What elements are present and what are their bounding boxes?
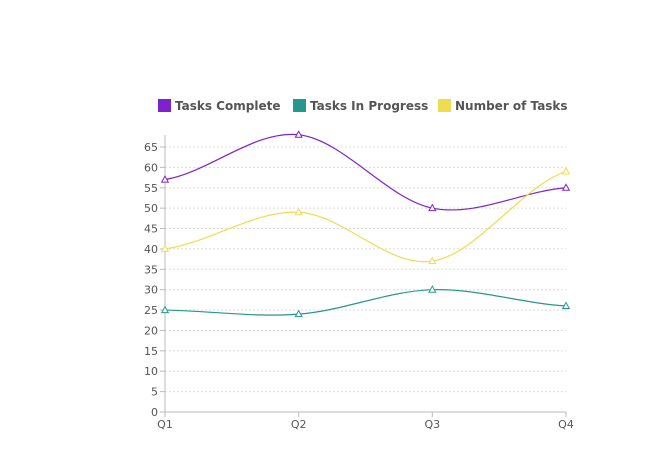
x-tick-label: Q3	[424, 418, 440, 431]
y-tick-label: 20	[144, 324, 158, 337]
y-tick-label: 10	[144, 365, 158, 378]
data-point	[294, 207, 303, 216]
legend-item-tasks-complete: Tasks Complete	[158, 99, 280, 113]
series-tasks-in-progress	[160, 285, 571, 318]
x-axis: Q1 Q2 Q3 Q4	[157, 411, 574, 431]
legend-swatch	[438, 99, 451, 112]
y-tick-label: 55	[144, 182, 158, 195]
series-line	[164, 289, 567, 316]
legend-label: Tasks In Progress	[310, 99, 428, 113]
y-axis: 0 5 10 15 20 25 30 35 40 45 50 55 60 65	[144, 135, 166, 419]
data-point	[294, 130, 303, 138]
legend-label: Number of Tasks	[455, 99, 568, 113]
data-point	[428, 285, 437, 293]
legend-item-tasks-in-progress: Tasks In Progress	[293, 99, 428, 113]
data-point	[160, 305, 170, 314]
series-number-of-tasks	[160, 166, 571, 265]
series-line	[164, 170, 567, 263]
series-line	[164, 133, 567, 211]
y-tick-label: 0	[151, 406, 158, 419]
grid	[160, 146, 566, 413]
x-tick-label: Q2	[291, 418, 307, 431]
data-point	[294, 309, 303, 318]
x-tick-label: Q1	[157, 418, 173, 431]
y-tick-label: 50	[144, 202, 158, 215]
legend: Tasks Complete Tasks In Progress Number of…	[158, 99, 568, 113]
data-point	[160, 244, 170, 252]
y-tick-label: 35	[144, 263, 158, 276]
legend-swatch	[158, 99, 171, 112]
series-tasks-complete	[160, 130, 571, 212]
series-group	[160, 130, 571, 318]
legend-label: Tasks Complete	[175, 99, 280, 113]
y-tick-label: 15	[144, 345, 158, 358]
legend-item-number-of-tasks: Number of Tasks	[438, 99, 568, 113]
y-tick-label: 30	[144, 284, 158, 297]
data-point	[561, 183, 571, 191]
x-tick-label: Q4	[558, 418, 574, 431]
data-point	[428, 256, 437, 265]
y-tick-label: 25	[144, 304, 158, 317]
data-point	[561, 301, 571, 309]
y-tick-label: 5	[151, 386, 158, 399]
y-tick-label: 65	[144, 141, 158, 154]
y-tick-label: 60	[144, 161, 158, 174]
legend-swatch	[293, 99, 306, 112]
y-tick-label: 45	[144, 223, 158, 236]
data-point	[160, 175, 170, 183]
y-tick-label: 40	[144, 243, 158, 256]
data-point	[428, 203, 437, 212]
data-point	[561, 166, 571, 175]
